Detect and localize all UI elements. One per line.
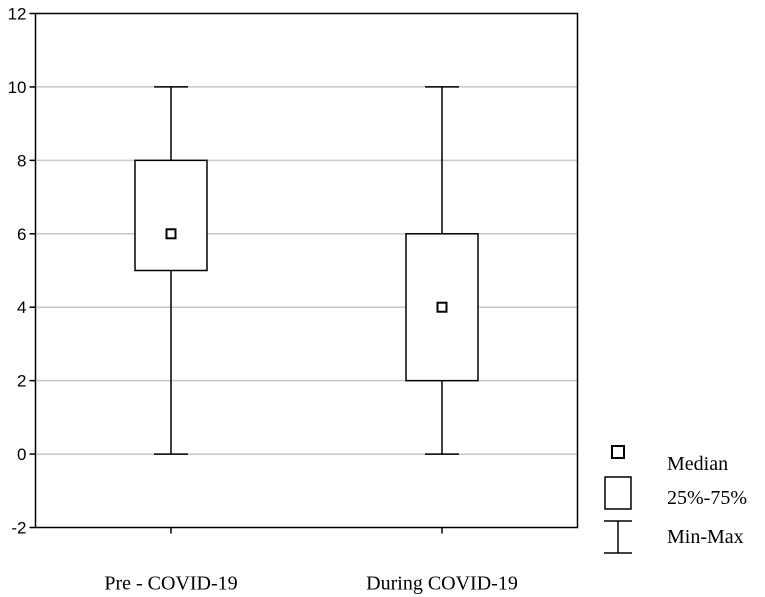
y-tick-label: 2 xyxy=(17,372,26,391)
legend-item-whisker: Min-Max xyxy=(604,520,744,554)
legend-label: Min-Max xyxy=(667,526,744,548)
legend-median-symbol xyxy=(611,445,625,459)
y-tick-label: 6 xyxy=(17,225,26,244)
x-axis: Pre - COVID-19 During COVID-19 xyxy=(104,527,518,595)
legend-label: Median xyxy=(667,453,728,475)
box-series xyxy=(134,86,479,455)
legend-item-median: Median xyxy=(611,445,728,475)
plot-frame xyxy=(34,12,579,529)
y-tick-label: 12 xyxy=(8,5,27,24)
box-1 xyxy=(134,86,208,455)
y-tick-label: 8 xyxy=(17,151,26,170)
y-tick-label: -2 xyxy=(11,519,26,538)
legend-item-box: 25%-75% xyxy=(604,476,747,510)
legend: Median 25%-75% Min-Max xyxy=(604,445,747,554)
y-tick-label: 4 xyxy=(17,298,26,317)
median-marker xyxy=(165,228,177,240)
box-2 xyxy=(405,86,479,455)
y-tick-label: 10 xyxy=(8,78,27,97)
iqr-box xyxy=(134,159,208,272)
x-category-label: Pre - COVID-19 xyxy=(104,573,237,595)
y-tick-label: 0 xyxy=(17,445,26,464)
legend-box-symbol xyxy=(604,476,632,510)
median-marker xyxy=(436,301,448,313)
y-axis: -2 0 2 4 6 8 10 12 xyxy=(8,5,36,538)
grid-lines xyxy=(35,86,578,455)
x-category-label: During COVID-19 xyxy=(366,573,518,595)
legend-label: 25%-75% xyxy=(667,487,747,509)
